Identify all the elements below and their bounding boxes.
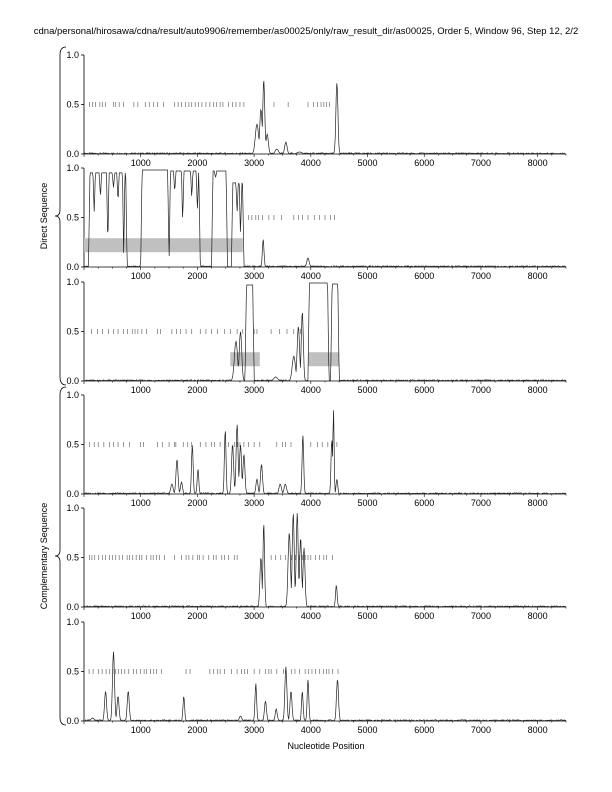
- x-tick-label: 4000: [301, 725, 321, 735]
- y-tick-label: 0.0: [66, 602, 79, 612]
- series-line: [83, 81, 567, 155]
- x-tick-label: 8000: [528, 498, 548, 508]
- x-axis-label: Nucleotide Position: [287, 741, 364, 751]
- y-tick-label: 1.0: [66, 390, 79, 400]
- group-braces: Direct Sequence Complementary Sequence: [39, 46, 67, 726]
- y-tick-label: 1.0: [66, 163, 79, 173]
- x-tick-label: 8000: [528, 611, 548, 621]
- x-tick-label: 1000: [131, 158, 151, 168]
- x-tick-label: 6000: [414, 385, 434, 395]
- x-tick-label: 8000: [528, 158, 548, 168]
- series-line: [83, 410, 567, 495]
- x-tick-label: 1000: [131, 385, 151, 395]
- y-tick-label: 0.0: [66, 716, 79, 726]
- x-tick-label: 1000: [131, 498, 151, 508]
- x-tick-label: 7000: [471, 158, 491, 168]
- y-tick-label: 0.0: [66, 489, 79, 499]
- group-brace: [54, 386, 67, 726]
- x-tick-label: 2000: [187, 271, 207, 281]
- series-line: [83, 513, 567, 608]
- x-tick-label: 4000: [301, 385, 321, 395]
- y-tick-label: 1.0: [66, 617, 79, 627]
- y-tick-label: 0.5: [66, 553, 79, 563]
- y-tick-label: 1.0: [66, 503, 79, 513]
- x-tick-label: 8000: [528, 385, 548, 395]
- x-tick-label: 5000: [358, 611, 378, 621]
- x-tick-label: 5000: [358, 271, 378, 281]
- x-tick-label: 1000: [131, 611, 151, 621]
- y-tick-label: 0.5: [66, 327, 79, 337]
- series-line: [83, 282, 567, 382]
- x-tick-label: 5000: [358, 725, 378, 735]
- y-tick-label: 0.5: [66, 440, 79, 450]
- x-tick-label: 2000: [187, 385, 207, 395]
- group-brace: [54, 46, 67, 386]
- x-tick-label: 7000: [471, 611, 491, 621]
- x-tick-label: 5000: [358, 385, 378, 395]
- x-tick-label: 7000: [471, 725, 491, 735]
- x-tick-label: 4000: [301, 611, 321, 621]
- x-tick-label: 3000: [244, 498, 264, 508]
- region-bar: [84, 238, 243, 253]
- x-tick-label: 3000: [244, 611, 264, 621]
- x-tick-label: 7000: [471, 498, 491, 508]
- panel-6: 0.0 0.5 1.0 1000 2000 3000 4000 5000 6000 7000 800…: [66, 617, 567, 735]
- x-tick-label: 1000: [131, 271, 151, 281]
- x-tick-label: 6000: [414, 158, 434, 168]
- region-bar: [307, 352, 340, 367]
- x-tick-label: 7000: [471, 385, 491, 395]
- y-tick-label: 0.5: [66, 667, 79, 677]
- x-tick-label: 4000: [301, 158, 321, 168]
- y-tick-label: 1.0: [66, 50, 79, 60]
- y-tick-label: 0.0: [66, 262, 79, 272]
- x-tick-label: 6000: [414, 271, 434, 281]
- x-tick-label: 3000: [244, 158, 264, 168]
- y-tick-label: 0.0: [66, 376, 79, 386]
- x-tick-label: 3000: [244, 725, 264, 735]
- x-tick-label: 4000: [301, 271, 321, 281]
- group-label: Direct Sequence: [39, 183, 49, 250]
- x-tick-label: 4000: [301, 498, 321, 508]
- x-tick-label: 5000: [358, 158, 378, 168]
- x-tick-label: 7000: [471, 271, 491, 281]
- series-line: [83, 651, 567, 722]
- group-label: Complementary Sequence: [39, 503, 49, 610]
- x-tick-label: 2000: [187, 158, 207, 168]
- x-tick-label: 6000: [414, 611, 434, 621]
- x-tick-label: 2000: [187, 498, 207, 508]
- x-tick-label: 8000: [528, 271, 548, 281]
- chart-panels: 0.0 0.5 1.0 1000 2000 3000 4000 5000 6000 7000 800…: [66, 50, 567, 735]
- x-tick-label: 3000: [244, 385, 264, 395]
- x-tick-label: 2000: [187, 725, 207, 735]
- y-tick-label: 1.0: [66, 277, 79, 287]
- panel-2: 0.0 0.5 1.0 1000 2000 3000 4000 5000 6000 7000 800…: [66, 163, 567, 281]
- y-tick-label: 0.0: [66, 149, 79, 159]
- panel-4: 0.0 0.5 1.0 1000 2000 3000 4000 5000 6000 7000 800…: [66, 390, 567, 508]
- x-tick-label: 6000: [414, 725, 434, 735]
- x-tick-label: 8000: [528, 725, 548, 735]
- x-tick-label: 5000: [358, 498, 378, 508]
- panel-5: 0.0 0.5 1.0 1000 2000 3000 4000 5000 6000 7000 800…: [66, 503, 567, 621]
- x-tick-label: 1000: [131, 725, 151, 735]
- x-tick-label: 2000: [187, 611, 207, 621]
- series-line: [83, 169, 567, 268]
- page-title: cdna/personal/hirosawa/cdna/result/auto9…: [33, 26, 579, 37]
- panel-3: 0.0 0.5 1.0 1000 2000 3000 4000 5000 6000 7000 800…: [66, 277, 567, 395]
- x-tick-label: 6000: [414, 498, 434, 508]
- y-tick-label: 0.5: [66, 213, 79, 223]
- panel-1: 0.0 0.5 1.0 1000 2000 3000 4000 5000 6000 7000 800…: [66, 50, 567, 168]
- y-tick-label: 0.5: [66, 100, 79, 110]
- x-tick-label: 3000: [244, 271, 264, 281]
